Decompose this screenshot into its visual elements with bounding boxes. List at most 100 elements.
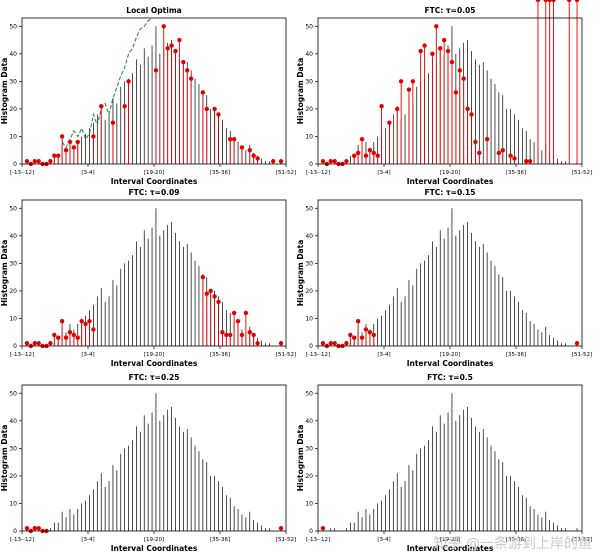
y-tick-label: 50 — [305, 390, 313, 397]
highlight-marker — [122, 103, 127, 109]
x-tick-label: [35-36] — [506, 537, 526, 543]
x-tick-label: [19-20] — [144, 170, 164, 176]
highlight-marker — [48, 341, 53, 346]
highlight-marker — [251, 153, 256, 158]
y-tick-label: 10 — [9, 134, 17, 141]
highlight-marker — [200, 90, 206, 95]
highlight-marker — [527, 159, 533, 164]
x-axis-label: Interval Coordinates — [407, 359, 494, 368]
highlight-marker — [496, 150, 502, 156]
highlight-marker — [344, 341, 349, 346]
highlight-marker — [484, 137, 490, 142]
axes-frame — [317, 384, 583, 532]
chart-panel-2: FTC: τ=0.05 0 10 20 30 40 50 [-13--12] [3-4] [19-… — [296, 0, 592, 186]
y-tick-label: 30 — [305, 446, 313, 453]
highlight-marker — [328, 341, 333, 346]
x-axis-label: Interval Coordinates — [111, 359, 198, 368]
x-tick-label: [3-4] — [81, 537, 94, 543]
y-tick-label: 0 — [309, 343, 313, 350]
highlight-marker — [255, 341, 260, 346]
highlight-marker — [79, 319, 84, 324]
y-tick-label: 30 — [305, 261, 313, 268]
y-axis-label: Histogram Data — [0, 240, 9, 307]
y-tick-label: 20 — [305, 106, 313, 113]
y-tick-label: 10 — [9, 316, 17, 323]
highlight-marker — [228, 137, 233, 142]
x-tick-label: [51-52] — [276, 537, 296, 543]
highlight-marker — [543, 0, 548, 3]
watermark: 知乎 @一条游到上岸的鱼 — [433, 536, 592, 552]
x-tick-label: [19-20] — [440, 170, 460, 176]
highlight-marker — [188, 76, 194, 81]
highlight-marker — [75, 139, 80, 145]
y-tick-label: 0 — [13, 528, 17, 535]
axes-frame — [21, 199, 287, 347]
x-tick-label: [19-20] — [440, 352, 460, 358]
highlight-marker — [126, 79, 131, 84]
highlight-marker — [320, 159, 326, 164]
highlight-marker — [524, 159, 529, 164]
highlight-marker — [239, 145, 245, 150]
y-tick-label: 20 — [9, 106, 17, 113]
highlight-marker — [461, 76, 466, 81]
highlight-marker — [574, 0, 580, 3]
highlight-marker — [173, 48, 178, 54]
highlight-marker — [332, 341, 337, 346]
highlight-marker — [59, 134, 65, 139]
y-tick-label: 40 — [305, 51, 313, 58]
y-axis-label: Histogram Data — [296, 58, 305, 125]
highlight-marker — [438, 46, 443, 51]
chart-panel-1: Local Optima 0 10 20 30 40 50 [-13--12] [3-4] [19… — [0, 6, 296, 186]
y-tick-label: 10 — [305, 134, 313, 141]
highlight-marker — [59, 319, 65, 324]
chart-title: Local Optima — [126, 6, 181, 15]
highlight-marker — [87, 319, 92, 324]
highlight-marker — [395, 106, 400, 112]
highlight-marker — [477, 150, 482, 156]
highlight-marker — [359, 137, 365, 142]
highlight-marker — [56, 335, 61, 340]
axes-frame — [317, 199, 583, 347]
x-tick-label: [35-36] — [210, 352, 230, 358]
y-tick-label: 50 — [9, 390, 17, 397]
y-tick-label: 10 — [305, 316, 313, 323]
y-tick-label: 50 — [9, 23, 17, 30]
x-tick-label: [3-4] — [81, 352, 94, 358]
highlight-marker — [243, 310, 249, 316]
highlight-marker — [371, 332, 376, 338]
highlight-marker — [228, 332, 233, 338]
highlight-marker — [36, 159, 41, 164]
highlight-marker — [567, 0, 572, 3]
highlight-marker — [52, 153, 57, 158]
highlight-marker — [247, 148, 252, 153]
y-tick-label: 40 — [9, 51, 17, 58]
y-tick-label: 40 — [305, 233, 313, 240]
highlight-marker — [181, 59, 186, 65]
highlight-marker — [24, 159, 30, 164]
highlight-marker — [67, 330, 73, 335]
highlight-marker — [375, 153, 380, 158]
axes-frame — [317, 17, 583, 165]
highlight-marker — [363, 327, 369, 332]
highlight-marker — [200, 274, 206, 280]
highlight-marker — [91, 327, 96, 332]
dashed-trend-line — [61, 17, 153, 149]
highlight-marker — [271, 159, 276, 164]
highlight-marker — [508, 153, 513, 158]
chart-title: FTC: τ=0.5 — [427, 373, 473, 382]
x-axis-label: Interval Coordinates — [407, 544, 494, 553]
highlight-marker — [328, 159, 333, 164]
highlight-marker — [71, 332, 77, 338]
axes-frame — [21, 384, 287, 532]
x-axis-label: Interval Coordinates — [407, 177, 494, 186]
highlight-marker — [449, 59, 455, 65]
highlight-marker — [278, 526, 284, 531]
x-tick-label: [51-52] — [572, 352, 592, 358]
highlight-marker — [216, 112, 221, 117]
highlight-marker — [212, 294, 217, 299]
highlight-marker — [406, 87, 412, 92]
y-tick-label: 40 — [9, 233, 17, 240]
highlight-marker — [410, 79, 416, 84]
x-tick-label: [19-20] — [144, 352, 164, 358]
highlight-marker — [56, 153, 61, 158]
